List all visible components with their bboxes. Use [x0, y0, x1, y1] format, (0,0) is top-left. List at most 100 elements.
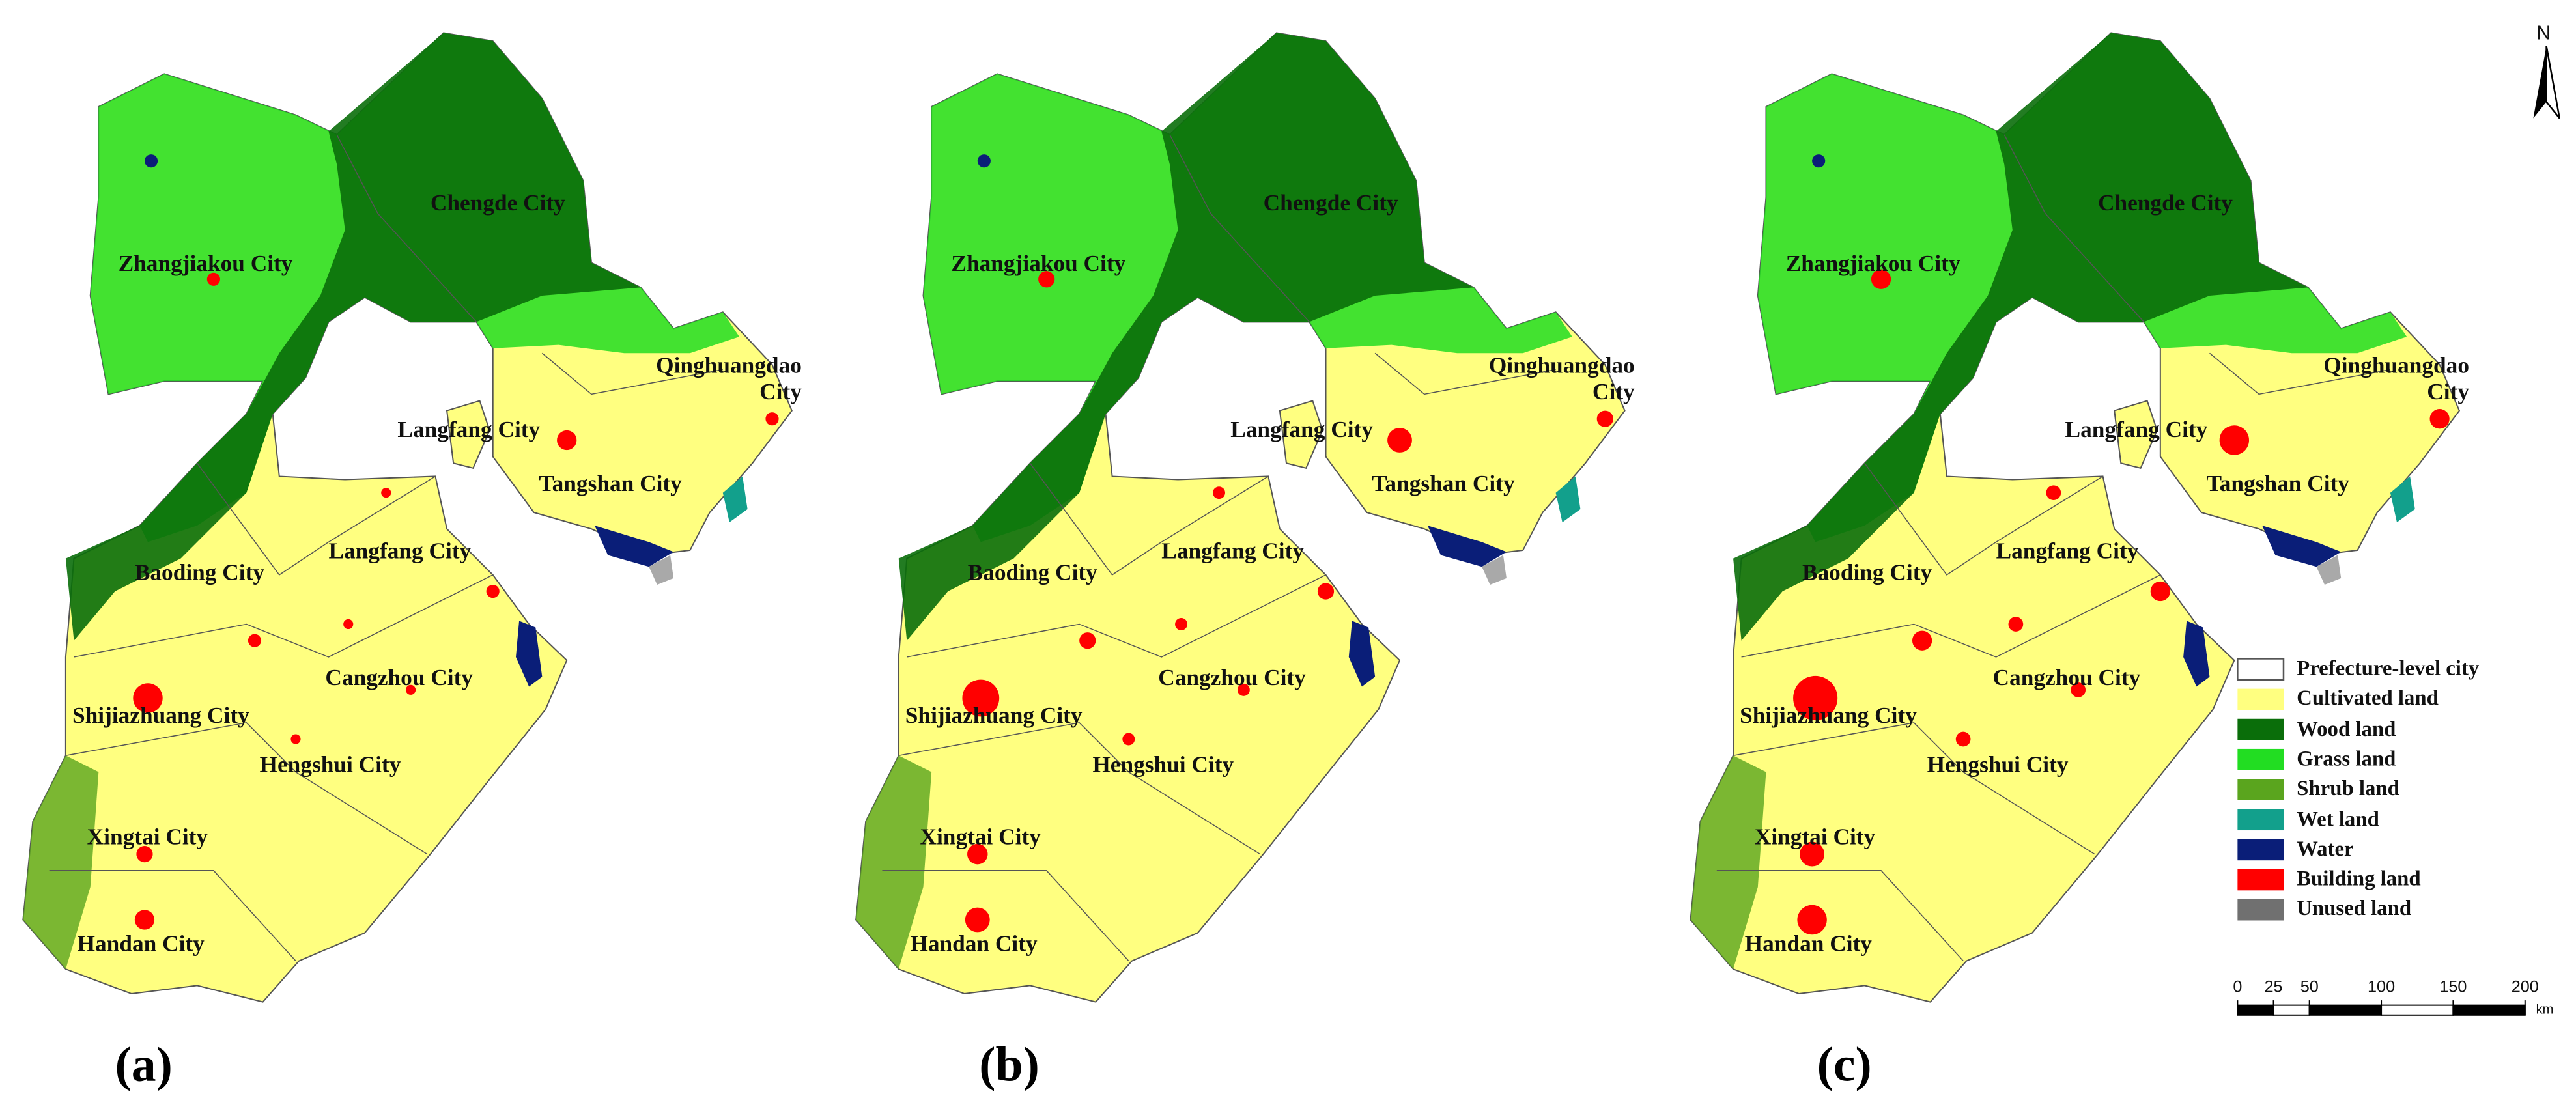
panel-label: (a): [115, 1038, 173, 1093]
legend-label: Cultivated land: [2297, 685, 2439, 710]
building-patch: [1038, 271, 1055, 288]
legend-swatch: [2237, 899, 2284, 921]
north-arrow-right: [2545, 46, 2560, 119]
building-patch: [206, 272, 220, 286]
water-coast: [2262, 526, 2342, 567]
north-arrow-left: [2533, 46, 2547, 119]
scale-segment: [2308, 1004, 2383, 1016]
city-label: Tangshan City: [1372, 473, 1515, 498]
water-lake: [1812, 154, 1826, 168]
city-label: Langfang City: [328, 540, 472, 565]
city-label: Handan City: [1744, 933, 1872, 958]
building-patch: [557, 430, 577, 451]
water-bay: [1348, 621, 1376, 687]
wood-region: [65, 33, 641, 641]
legend-swatch: [2237, 869, 2284, 891]
wet-coast: [1555, 476, 1581, 523]
scale-tick-label: 150: [2439, 979, 2467, 998]
scale-segment: [2381, 1004, 2454, 1016]
prefecture-boundary: [1741, 574, 2161, 658]
prefecture-boundary: [1716, 870, 1964, 962]
building-patch: [2429, 409, 2450, 429]
north-arrow: [2533, 46, 2560, 119]
building-patch: [381, 488, 391, 498]
building-patch: [343, 619, 354, 630]
langfang-exclave: [1279, 400, 1323, 470]
langfang-exclave: [446, 400, 490, 470]
city-label: Hengshui City: [259, 753, 401, 779]
building-patch: [1797, 905, 1827, 935]
legend-swatch: [2237, 718, 2284, 740]
panel-label: (c): [1817, 1038, 1872, 1093]
building-patch: [1912, 630, 1932, 651]
water-bay: [516, 621, 543, 687]
prefecture-boundary: [1374, 352, 1556, 395]
building-patch: [2150, 581, 2170, 602]
wood-region: [898, 33, 1474, 641]
building-patch: [1213, 486, 1226, 499]
city-label: Qinghuangdao City: [656, 354, 802, 406]
shrub-region: [1690, 755, 1766, 970]
city-label: Zhangjiakou City: [118, 253, 293, 278]
legend-swatch: [2237, 748, 2284, 770]
city-label: Langfang City: [1996, 540, 2139, 565]
building-patch: [406, 684, 416, 695]
north-label: N: [2536, 21, 2551, 45]
building-patch: [2008, 617, 2024, 632]
legend-swatch: [2237, 688, 2284, 710]
scale-tick-label: 200: [2511, 979, 2539, 998]
prefecture-boundary: [49, 870, 296, 962]
building-patch: [486, 584, 500, 598]
building-patch: [1079, 632, 1096, 649]
building-patch: [2219, 425, 2250, 455]
city-label: Chengde City: [2097, 192, 2233, 217]
city-label: Baoding City: [134, 561, 265, 587]
legend-label: Unused land: [2297, 895, 2412, 921]
scale-segment: [2237, 1004, 2274, 1016]
map-panel: [855, 32, 1626, 1003]
water-coast: [1427, 526, 1507, 567]
city-label: Cangzhou City: [325, 667, 474, 692]
shrub-region: [856, 755, 932, 970]
building-patch: [1955, 731, 1971, 747]
city-label: Hengshui City: [1092, 753, 1234, 779]
prefecture-boundary: [898, 722, 1261, 855]
legend-label: Building land: [2297, 865, 2421, 891]
building-patch: [1800, 841, 1825, 867]
city-label: Langfang City: [1161, 540, 1305, 565]
city-label: Shijiazhuang City: [905, 705, 1083, 729]
city-label: Chengde City: [430, 192, 565, 217]
city-label: Tangshan City: [2206, 473, 2349, 498]
city-label: Qinghuangdao City: [1488, 354, 1635, 406]
city-label: Shijiazhuang City: [1740, 705, 1917, 729]
building-patch: [1387, 428, 1412, 453]
building-patch: [1596, 410, 1613, 427]
legend-swatch: [2237, 809, 2284, 831]
city-label: Langfang City: [2065, 419, 2208, 444]
building-patch: [2071, 682, 2086, 697]
city-label: Handan City: [77, 933, 205, 958]
scale-segment: [2452, 1004, 2526, 1016]
city-label: Xingtai City: [920, 826, 1041, 851]
legend-swatch: [2237, 839, 2284, 861]
legend-label: Grass land: [2297, 745, 2396, 770]
building-patch: [136, 845, 153, 863]
building-patch: [1175, 618, 1187, 630]
city-label: Chengde City: [1263, 192, 1398, 217]
legend-label: Wet land: [2297, 806, 2379, 831]
scale-segment: [2272, 1004, 2310, 1016]
water-coast: [595, 526, 674, 567]
building-patch: [967, 843, 988, 865]
city-label: Baoding City: [967, 561, 1097, 587]
prefecture-boundary: [197, 462, 436, 576]
prefecture-boundary: [1029, 462, 1269, 576]
building-patch: [1317, 583, 1335, 600]
wet-coast: [2390, 476, 2415, 523]
water-bay: [2183, 621, 2210, 687]
city-label: Xingtai City: [1754, 826, 1876, 851]
scale-unit: km: [2536, 1002, 2554, 1017]
building-patch: [134, 910, 155, 930]
